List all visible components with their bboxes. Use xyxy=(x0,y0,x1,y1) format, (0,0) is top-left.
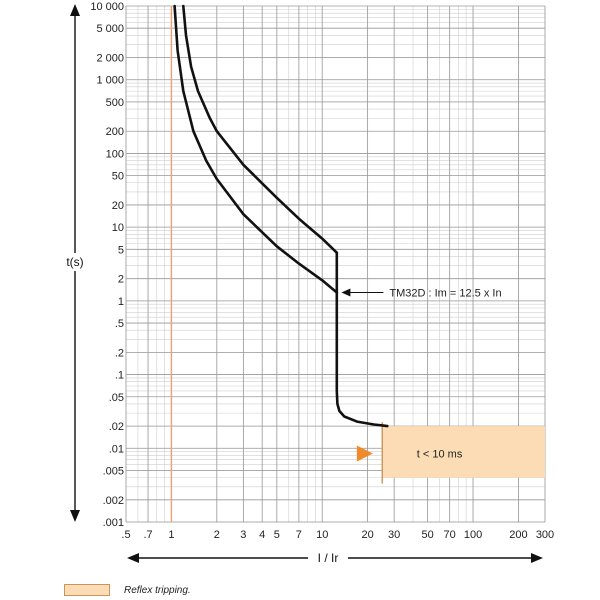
y-tick-label: 1 000 xyxy=(96,75,124,87)
y-tick-label: .5 xyxy=(115,318,124,330)
y-tick-label: 5 xyxy=(118,244,124,256)
x-tick-label: 70 xyxy=(444,529,456,541)
annotation-layer: TM32D : Im = 12.5 x In t < 10 ms xyxy=(341,287,502,460)
x-axis-arrow-right xyxy=(531,553,543,563)
y-axis-arrow-down xyxy=(70,510,80,522)
x-tick-label: 20 xyxy=(361,529,373,541)
x-axis-title: I / Ir xyxy=(318,551,339,565)
x-tick-label: 5 xyxy=(274,529,280,541)
y-axis-title: t(s) xyxy=(66,255,83,269)
legend: Reflex tripping. xyxy=(64,584,191,596)
x-tick-label: 50 xyxy=(422,529,434,541)
x-tick-label: 4 xyxy=(259,529,265,541)
legend-swatch xyxy=(64,584,110,596)
reflex-marker xyxy=(356,445,373,462)
x-tick-label: 300 xyxy=(536,529,554,541)
x-tick-label: 3 xyxy=(240,529,246,541)
x-axis-arrow-left xyxy=(127,553,139,563)
y-tick-label: 2 xyxy=(118,274,124,286)
annotation-t10ms: t < 10 ms xyxy=(417,448,463,460)
x-tick-label: .7 xyxy=(143,529,152,541)
y-tick-label: .01 xyxy=(109,443,124,455)
curve-layer xyxy=(173,4,389,428)
axis-layer: t(s) I / Ir xyxy=(62,4,543,567)
x-tick-label: 10 xyxy=(316,529,328,541)
y-tick-label: .05 xyxy=(109,392,124,404)
x-tick-label: 2 xyxy=(214,529,220,541)
y-tick-label: 100 xyxy=(106,148,124,160)
x-axis-title-bg xyxy=(308,549,348,567)
x-tick-label: 1 xyxy=(168,529,174,541)
x-tick-label: 30 xyxy=(388,529,400,541)
y-tick-label: 500 xyxy=(106,97,124,109)
y-tick-label: 200 xyxy=(106,126,124,138)
y-tick-label: 2 000 xyxy=(96,53,124,65)
y-tick-label: 5 000 xyxy=(96,23,124,35)
y-tick-label: .02 xyxy=(109,421,124,433)
reflex-region-layer xyxy=(170,6,545,522)
tripping-curve-1 xyxy=(173,4,339,294)
annotation-arrow-head xyxy=(341,288,351,297)
legend-label: Reflex tripping. xyxy=(124,584,191,596)
y-tick-label: .001 xyxy=(103,517,124,529)
x-tick-label: 100 xyxy=(464,529,482,541)
x-tick-label: 200 xyxy=(509,529,527,541)
y-axis-title-bg xyxy=(62,253,88,271)
y-tick-label: 10 xyxy=(112,222,124,234)
y-axis-arrow-up xyxy=(70,4,80,16)
y-tick-label: 50 xyxy=(112,171,124,183)
y-tick-label: 1 xyxy=(118,296,124,308)
y-tick-label: .005 xyxy=(103,465,124,477)
x-tick-label: .5 xyxy=(121,529,130,541)
annotation-tm32d: TM32D : Im = 12.5 x In xyxy=(389,287,501,299)
tripping-curve-2 xyxy=(182,4,339,254)
y-tick-label: 10 000 xyxy=(90,1,124,13)
tripping-curve-3 xyxy=(335,251,389,428)
y-tick-label: .2 xyxy=(115,347,124,359)
x-tick-label: 7 xyxy=(296,529,302,541)
reflex-region xyxy=(382,426,545,478)
y-tick-label: .1 xyxy=(115,370,124,382)
y-tick-label: .002 xyxy=(103,495,124,507)
y-tick-label: 20 xyxy=(112,200,124,212)
